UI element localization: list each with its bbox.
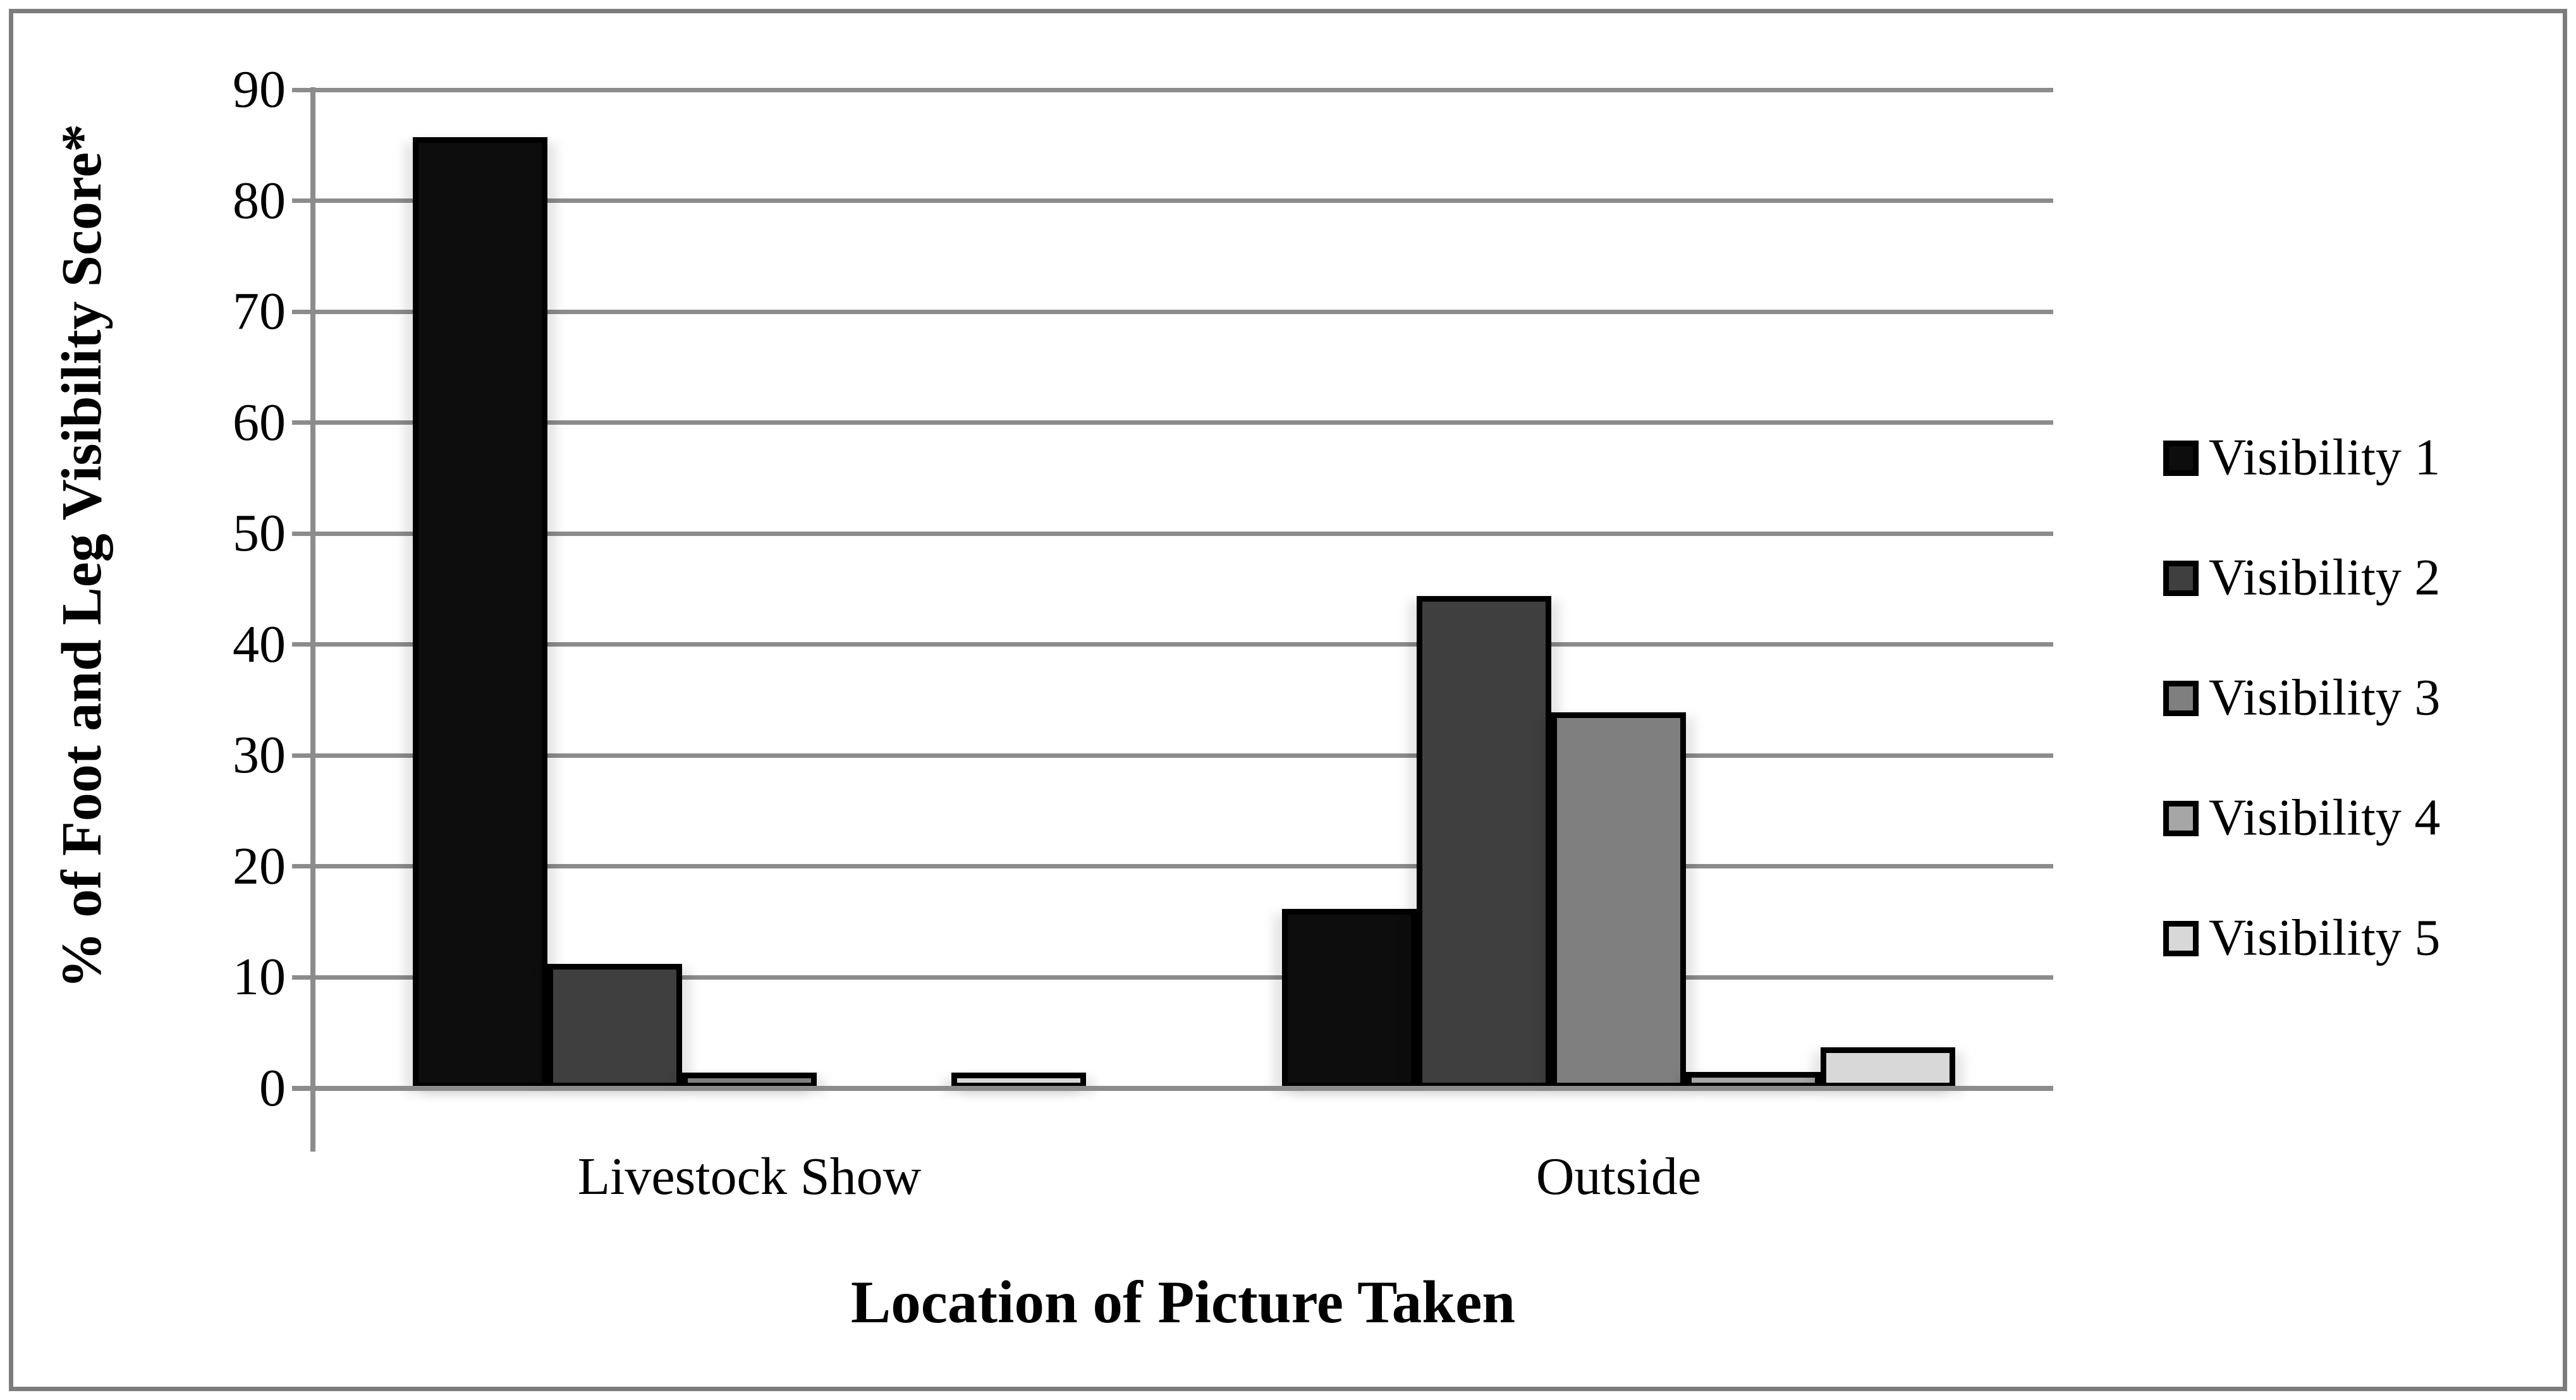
legend-label-visibility-2: Visibility 2 <box>2209 548 2441 606</box>
bar-livestock-show-visibility-3 <box>682 1073 817 1088</box>
y-tick-label-50: 50 <box>233 504 286 563</box>
legend-swatch-visibility-1 <box>2163 441 2199 476</box>
gridline-y-10 <box>313 975 2053 980</box>
gridline-y-70 <box>313 309 2053 314</box>
x-axis-title: Location of Picture Taken <box>850 1269 1516 1336</box>
legend-label-visibility-3: Visibility 3 <box>2209 668 2441 726</box>
gridline-y-60 <box>313 420 2053 425</box>
legend-swatch-visibility-3 <box>2163 681 2199 716</box>
x-category-label-outside: Outside <box>1535 1147 1702 1206</box>
y-axis-tick-60 <box>292 420 313 425</box>
y-axis-tick-50 <box>292 531 313 536</box>
bar-outside-visibility-2 <box>1417 595 1551 1088</box>
bar-outside-visibility-3 <box>1551 712 1686 1088</box>
y-axis-tick-20 <box>292 864 313 869</box>
y-axis-line <box>310 87 315 1152</box>
y-tick-label-80: 80 <box>233 171 286 230</box>
gridline-y-50 <box>313 531 2053 536</box>
y-axis-tick-80 <box>292 198 313 204</box>
y-axis-tick-70 <box>292 309 313 314</box>
bar-outside-visibility-5 <box>1821 1047 1955 1088</box>
x-axis-line <box>292 1086 2053 1091</box>
y-axis-title: % of Foot and Leg Visibility Score* <box>51 123 113 989</box>
legend-label-visibility-5: Visibility 5 <box>2209 908 2441 966</box>
legend-label-visibility-4: Visibility 4 <box>2209 788 2441 846</box>
bar-livestock-show-visibility-1 <box>413 137 547 1088</box>
bar-outside-visibility-4 <box>1686 1071 1821 1088</box>
y-tick-label-20: 20 <box>233 836 286 896</box>
legend-swatch-visibility-4 <box>2163 801 2199 836</box>
y-axis-tick-10 <box>292 975 313 980</box>
y-tick-label-10: 10 <box>233 947 286 1007</box>
legend-swatch-visibility-5 <box>2163 921 2199 956</box>
y-tick-label-30: 30 <box>233 726 286 785</box>
y-tick-label-60: 60 <box>233 393 286 452</box>
gridline-y-80 <box>313 198 2053 204</box>
y-tick-label-90: 90 <box>233 60 286 119</box>
y-axis-tick-30 <box>292 753 313 758</box>
x-category-label-livestock-show: Livestock Show <box>577 1147 922 1206</box>
gridline-y-90 <box>313 87 2053 92</box>
y-tick-label-0: 0 <box>259 1059 286 1117</box>
legend-label-visibility-1: Visibility 1 <box>2209 428 2441 486</box>
bar-livestock-show-visibility-2 <box>547 964 682 1088</box>
gridline-y-20 <box>313 864 2053 869</box>
gridline-y-30 <box>313 753 2053 758</box>
bar-outside-visibility-1 <box>1282 908 1417 1088</box>
y-axis-tick-90 <box>292 87 313 92</box>
gridline-y-40 <box>313 642 2053 647</box>
y-tick-label-40: 40 <box>233 614 286 674</box>
legend-swatch-visibility-2 <box>2163 561 2199 596</box>
bar-livestock-show-visibility-5 <box>951 1073 1086 1088</box>
y-tick-label-70: 70 <box>233 282 286 341</box>
y-axis-tick-40 <box>292 642 313 647</box>
